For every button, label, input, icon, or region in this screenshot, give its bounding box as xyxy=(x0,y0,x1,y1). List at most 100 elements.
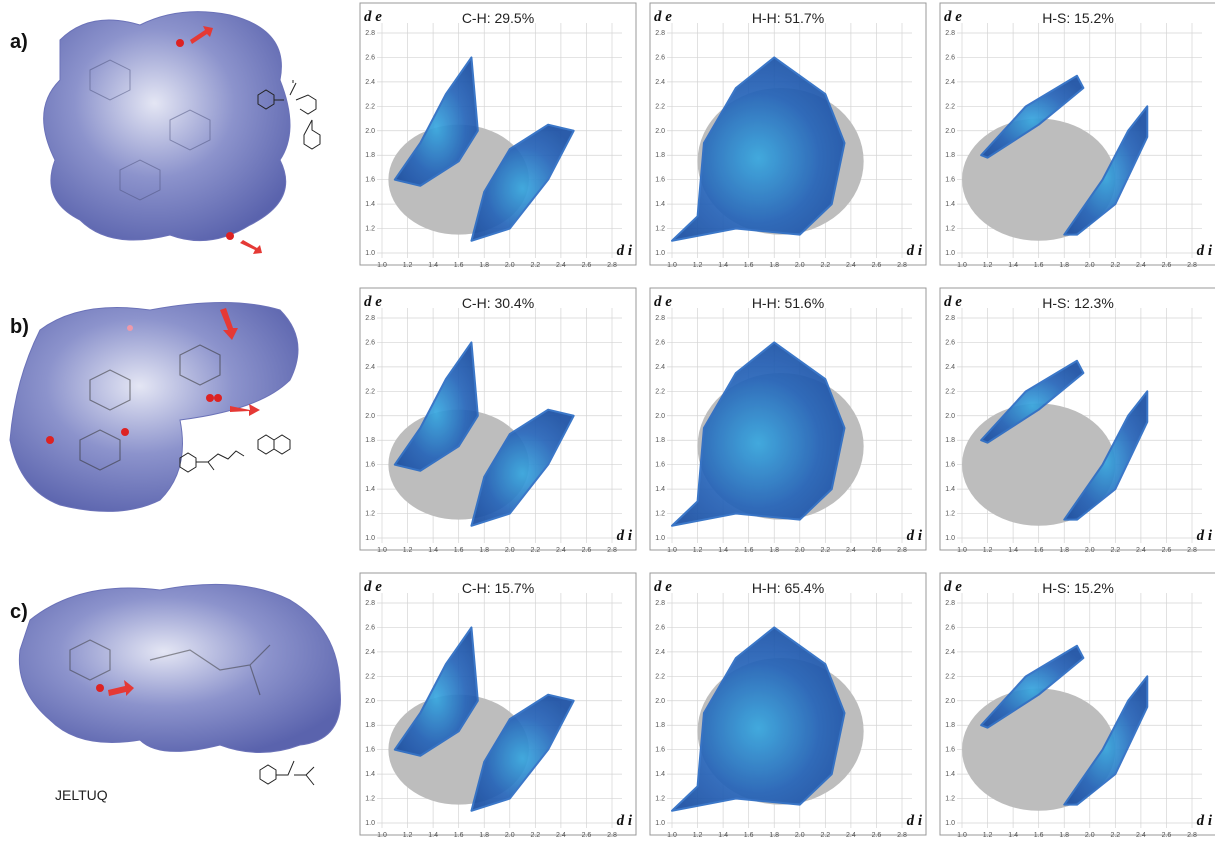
y-tick-label: 1.8 xyxy=(945,437,955,444)
y-tick-label: 2.6 xyxy=(655,54,665,61)
y-tick-label: 1.0 xyxy=(365,820,375,827)
y-tick-label: 1.2 xyxy=(655,796,665,803)
y-axis-label: d e xyxy=(944,579,962,595)
y-axis-label: d e xyxy=(654,9,672,25)
y-tick-label: 2.4 xyxy=(945,79,955,86)
plot-title: H-H: 51.6% xyxy=(752,295,824,311)
x-tick-label: 2.6 xyxy=(1162,832,1172,839)
x-tick-label: 2.2 xyxy=(530,547,540,554)
x-tick-label: 1.8 xyxy=(769,547,779,554)
x-tick-label: 1.0 xyxy=(957,547,967,554)
y-tick-label: 1.2 xyxy=(945,226,955,233)
y-tick-label: 2.4 xyxy=(365,79,375,86)
y-tick-label: 2.0 xyxy=(945,128,955,135)
y-tick-label: 2.2 xyxy=(655,673,665,680)
x-tick-label: 1.2 xyxy=(403,262,413,269)
x-tick-label: 2.6 xyxy=(1162,262,1172,269)
x-tick-label: 1.6 xyxy=(744,832,754,839)
y-tick-label: 2.0 xyxy=(365,128,375,135)
y-tick-label: 2.0 xyxy=(365,413,375,420)
y-tick-label: 2.4 xyxy=(365,649,375,656)
plot-title: H-S: 15.2% xyxy=(1042,580,1114,596)
y-tick-label: 2.0 xyxy=(655,413,665,420)
x-tick-label: 2.2 xyxy=(1110,262,1120,269)
y-tick-label: 2.8 xyxy=(945,30,955,37)
y-tick-label: 1.0 xyxy=(655,250,665,257)
x-tick-label: 2.4 xyxy=(1136,262,1146,269)
y-tick-label: 1.0 xyxy=(365,535,375,542)
y-tick-label: 1.6 xyxy=(365,177,375,184)
x-tick-label: 1.2 xyxy=(983,832,993,839)
x-tick-label: 1.6 xyxy=(454,547,464,554)
figure: JELTUQ a)1.01.01.21.21.41.41.61.61.81.82… xyxy=(0,0,1215,848)
y-tick-label: 1.4 xyxy=(945,771,955,778)
x-axis-label: d i xyxy=(617,528,633,544)
y-tick-label: 1.4 xyxy=(365,771,375,778)
x-tick-label: 2.6 xyxy=(872,832,882,839)
row-label: c) xyxy=(10,601,28,623)
y-tick-label: 1.8 xyxy=(945,722,955,729)
x-tick-label: 1.2 xyxy=(693,547,703,554)
x-tick-label: 1.8 xyxy=(479,547,489,554)
x-tick-label: 1.8 xyxy=(1059,547,1069,554)
x-tick-label: 1.0 xyxy=(667,832,677,839)
fingerprint-plot: 1.01.01.21.21.41.41.61.61.81.82.02.02.22… xyxy=(940,3,1215,269)
x-tick-label: 1.0 xyxy=(377,547,387,554)
x-tick-label: 2.2 xyxy=(530,262,540,269)
plot-title: H-H: 65.4% xyxy=(752,580,824,596)
x-axis-label: d i xyxy=(1197,243,1213,259)
y-tick-label: 1.6 xyxy=(365,462,375,469)
x-tick-label: 1.0 xyxy=(377,262,387,269)
plot-title: C-H: 15.7% xyxy=(462,580,534,596)
x-axis-label: d i xyxy=(617,813,633,829)
y-tick-label: 1.2 xyxy=(945,511,955,518)
y-tick-label: 1.4 xyxy=(655,771,665,778)
y-tick-label: 2.8 xyxy=(655,600,665,607)
y-tick-label: 2.6 xyxy=(945,339,955,346)
plot-title: C-H: 29.5% xyxy=(462,10,534,26)
x-tick-label: 2.8 xyxy=(1187,547,1197,554)
fingerprint-plot: 1.01.01.21.21.41.41.61.61.81.82.02.02.22… xyxy=(940,288,1215,554)
y-tick-label: 2.4 xyxy=(655,79,665,86)
surface-c: JELTUQ xyxy=(19,584,340,803)
y-tick-label: 1.8 xyxy=(655,437,665,444)
plot-title: H-H: 51.7% xyxy=(752,10,824,26)
y-tick-label: 2.8 xyxy=(655,30,665,37)
y-tick-label: 1.4 xyxy=(655,486,665,493)
x-tick-label: 1.4 xyxy=(1008,262,1018,269)
x-tick-label: 2.8 xyxy=(607,547,617,554)
x-tick-label: 2.0 xyxy=(505,547,515,554)
x-tick-label: 1.8 xyxy=(769,832,779,839)
x-tick-label: 1.0 xyxy=(957,832,967,839)
x-tick-label: 1.6 xyxy=(744,547,754,554)
y-tick-label: 1.0 xyxy=(365,250,375,257)
y-tick-label: 2.4 xyxy=(945,364,955,371)
fingerprint-plot: 1.01.01.21.21.41.41.61.61.81.82.02.02.22… xyxy=(940,573,1215,839)
y-tick-label: 2.8 xyxy=(945,600,955,607)
y-tick-label: 2.4 xyxy=(365,364,375,371)
y-tick-label: 2.6 xyxy=(655,339,665,346)
x-tick-label: 1.4 xyxy=(718,262,728,269)
x-tick-label: 2.8 xyxy=(1187,262,1197,269)
x-tick-label: 2.8 xyxy=(607,832,617,839)
x-tick-label: 1.4 xyxy=(718,547,728,554)
y-tick-label: 2.6 xyxy=(365,624,375,631)
y-tick-label: 1.4 xyxy=(655,201,665,208)
x-tick-label: 2.0 xyxy=(795,547,805,554)
x-axis-label: d i xyxy=(907,243,923,259)
x-tick-label: 2.0 xyxy=(505,262,515,269)
y-tick-label: 1.4 xyxy=(365,486,375,493)
fingerprint-plot: 1.01.01.21.21.41.41.61.61.81.82.02.02.22… xyxy=(650,573,926,839)
y-tick-label: 1.8 xyxy=(365,722,375,729)
row-label: b) xyxy=(10,316,29,338)
x-axis-label: d i xyxy=(907,528,923,544)
y-tick-label: 2.6 xyxy=(945,54,955,61)
y-tick-label: 1.0 xyxy=(655,535,665,542)
x-tick-label: 1.4 xyxy=(428,547,438,554)
y-tick-label: 1.2 xyxy=(945,796,955,803)
surface-b xyxy=(10,303,298,512)
x-tick-label: 1.0 xyxy=(957,262,967,269)
y-tick-label: 2.6 xyxy=(945,624,955,631)
y-tick-label: 1.0 xyxy=(655,820,665,827)
y-tick-label: 2.2 xyxy=(945,388,955,395)
